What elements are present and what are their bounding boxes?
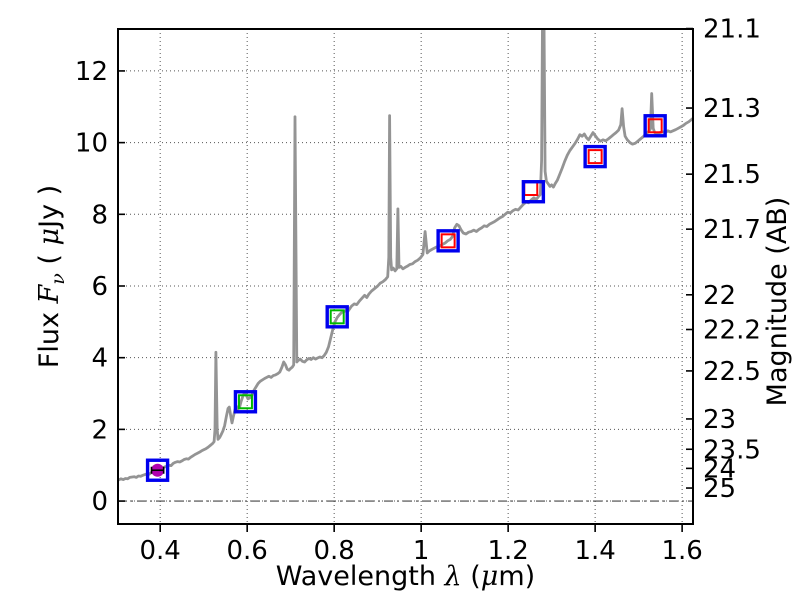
blue-square-marker (233, 390, 258, 414)
red-square-marker (440, 233, 456, 249)
x-tick-label: 0.6 (226, 536, 267, 566)
x-axis-label: Wavelength λ (μm) (276, 561, 535, 592)
x-tick-label: 1.4 (574, 536, 615, 566)
photometry-marker-1 (145, 458, 170, 482)
photometry-marker-7 (643, 114, 667, 138)
x-tick-label: 0.4 (140, 536, 181, 566)
tick-labels: 0.4 0.6 0.8 1 1.2 1.4 1.602468101221.121.321.5… (75, 15, 761, 566)
green-square-marker (329, 309, 345, 325)
y-tick-label-right: 22.2 (703, 316, 761, 346)
y-tick-label-right: 21.1 (703, 15, 761, 45)
y-tick-label-right: 23.5 (703, 435, 761, 465)
y-tick-label-left: 10 (75, 129, 108, 159)
x-tick-label: 1 (413, 536, 430, 566)
y-tick-label-left: 4 (91, 344, 108, 374)
blue-square-marker (643, 114, 667, 138)
photometry-marker-2 (233, 390, 258, 414)
red-square-marker (647, 118, 663, 134)
blue-square-marker (436, 229, 460, 253)
photometry-marker-5 (521, 180, 546, 204)
y-tick-label-right: 22 (703, 281, 736, 311)
y-tick-label-right: 21.7 (703, 215, 761, 245)
right-axis-label: Magnitude (AB) (762, 197, 793, 407)
x-tick-label: 0.8 (313, 536, 354, 566)
y-tick-label-right: 22.5 (703, 357, 761, 387)
green-square-marker (237, 394, 253, 410)
red-square-marker (523, 181, 539, 197)
x-tick-label: 1.2 (487, 536, 528, 566)
blue-square-marker (583, 144, 607, 169)
left-axis-label: Flux Fν ( μJy ) (34, 185, 69, 368)
x-errorbar (150, 466, 165, 474)
photometry-marker-4 (436, 229, 460, 253)
blue-square-marker (325, 305, 349, 329)
y-tick-label-right: 25 (703, 474, 736, 504)
blue-square-marker (521, 180, 546, 204)
y-tick-label-left: 2 (91, 415, 108, 445)
y-tick-label-right: 21.5 (703, 160, 761, 190)
y-tick-label-left: 0 (91, 487, 108, 517)
spectrum-line (118, 29, 693, 482)
red-square-marker (587, 149, 603, 165)
photometry-markers (145, 114, 667, 482)
photometry-marker-6 (583, 144, 607, 169)
y-tick-label-left: 8 (91, 200, 108, 230)
photometry-marker-3 (325, 305, 349, 329)
blue-square-marker (145, 458, 170, 482)
y-tick-label-right: 24 (703, 454, 736, 484)
plot-frame (117, 28, 694, 525)
y-tick-label-left: 12 (75, 57, 108, 87)
y-tick-label-right: 21.3 (703, 94, 761, 124)
gridlines (118, 29, 693, 524)
y-tick-label-left: 6 (91, 272, 108, 302)
x-tick-label: 1.6 (661, 536, 702, 566)
ticks (118, 27, 693, 532)
y-tick-label-right: 23 (703, 405, 736, 435)
